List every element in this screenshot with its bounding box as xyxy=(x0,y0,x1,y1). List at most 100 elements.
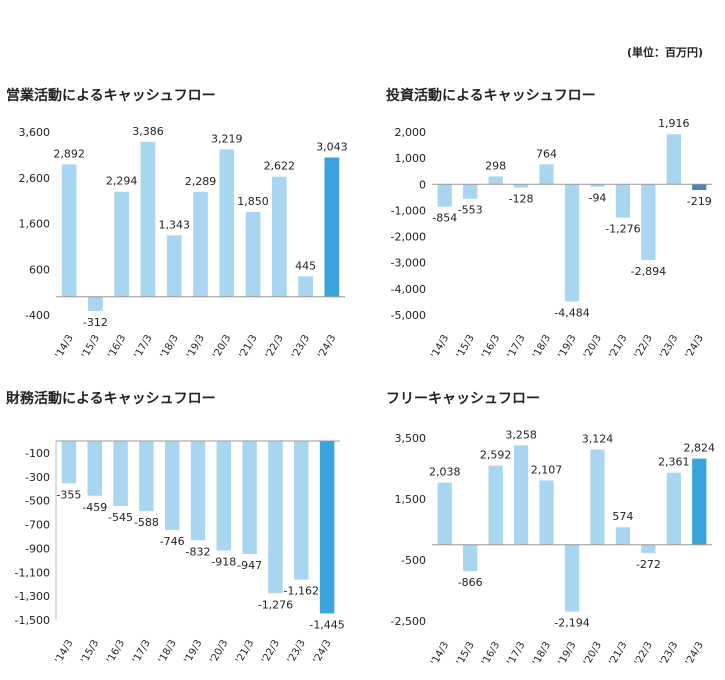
data-label: -854 xyxy=(432,212,457,225)
x-tick-label: '16/3 xyxy=(480,333,502,360)
y-tick-label: 0 xyxy=(419,178,426,191)
data-label: 2,622 xyxy=(264,160,296,173)
data-label: -459 xyxy=(82,501,107,514)
y-tick-label: 1,000 xyxy=(395,152,427,165)
data-label: -553 xyxy=(458,204,483,217)
data-label: -4,484 xyxy=(554,307,589,320)
bar xyxy=(294,441,309,580)
y-tick-label: -900 xyxy=(25,542,50,555)
bar xyxy=(242,441,257,555)
bar xyxy=(564,184,580,302)
x-tick-label: '19/3 xyxy=(182,638,204,665)
bar xyxy=(88,296,103,311)
x-tick-label: '21/3 xyxy=(234,638,256,665)
bar xyxy=(193,191,208,297)
bar xyxy=(692,458,707,545)
bar xyxy=(513,184,529,188)
data-label: 574 xyxy=(612,510,633,523)
data-label: 2,824 xyxy=(684,442,716,455)
data-label: 2,294 xyxy=(106,175,138,188)
x-tick-label: '22/3 xyxy=(260,638,282,665)
x-tick-label: '22/3 xyxy=(633,640,655,667)
data-label: -588 xyxy=(134,516,159,529)
data-label: 445 xyxy=(295,259,316,272)
x-tick-label: '15/3 xyxy=(79,638,101,665)
unit-label: (単位：百万円) xyxy=(626,46,703,59)
x-tick-label: '14/3 xyxy=(429,333,451,360)
data-label: -128 xyxy=(509,193,534,206)
bar xyxy=(692,184,707,191)
bar xyxy=(539,480,554,545)
operating-cf-bar-chart: 3,600 2,600 1,600 600 -400 2,892 -312 2,294 3,38… xyxy=(19,125,348,361)
x-tick-label: '22/3 xyxy=(264,333,286,360)
y-tick-label: -3,000 xyxy=(391,257,426,270)
data-label: 1,916 xyxy=(658,117,690,130)
bar xyxy=(590,184,605,187)
bar xyxy=(190,441,206,541)
data-label: 764 xyxy=(536,147,557,160)
bar xyxy=(216,441,232,551)
data-label: 2,592 xyxy=(480,449,512,462)
x-tick-label: '19/3 xyxy=(556,333,578,360)
data-label: -1,276 xyxy=(258,598,293,611)
bar xyxy=(590,449,605,545)
x-tick-label: '18/3 xyxy=(159,333,181,360)
x-tick-label: '23/3 xyxy=(658,333,680,360)
data-label: 3,386 xyxy=(132,125,164,138)
bar xyxy=(437,184,452,207)
investing-cf-bar-chart: 2,000 1,000 0 -1,000 -2,000 -3,000 -4,000 -5,00… xyxy=(391,117,712,360)
chart-title: フリーキャッシュフロー xyxy=(386,391,540,407)
y-tick-label: 600 xyxy=(29,263,50,276)
x-tick-label: '20/3 xyxy=(208,638,230,665)
data-label: 298 xyxy=(485,159,506,172)
bar xyxy=(298,276,313,297)
x-tick-label: '16/3 xyxy=(480,640,502,667)
data-label: -2,194 xyxy=(554,617,589,630)
x-tick-label: '19/3 xyxy=(556,640,578,667)
y-tick-label: -500 xyxy=(25,495,50,508)
bar xyxy=(61,441,77,484)
bar xyxy=(164,441,180,531)
chart-panel-free-cf: フリーキャッシュフロー 3,500 1,500 -500 -2,500 2,038 -86… xyxy=(380,388,725,678)
data-label: 3,258 xyxy=(505,428,537,441)
x-tick-label: '15/3 xyxy=(80,333,102,360)
x-tick-label: '14/3 xyxy=(429,640,451,667)
x-tick-label: '16/3 xyxy=(105,638,127,665)
data-label: 1,850 xyxy=(237,195,269,208)
y-tick-label: -500 xyxy=(401,554,426,567)
x-tick-label: '21/3 xyxy=(607,333,629,360)
y-tick-label: -1,300 xyxy=(15,590,50,603)
bar xyxy=(319,441,335,614)
data-label: -355 xyxy=(56,488,81,501)
x-tick-label: '17/3 xyxy=(132,333,154,360)
x-tick-label: '17/3 xyxy=(506,640,528,667)
y-tick-label: 2,600 xyxy=(19,172,51,185)
data-label: -1,162 xyxy=(284,585,319,598)
y-tick-label: -4,000 xyxy=(391,283,426,296)
data-label: 3,219 xyxy=(211,132,243,145)
x-tick-label: '18/3 xyxy=(531,333,553,360)
y-tick-label: -1,100 xyxy=(15,566,50,579)
data-label: -272 xyxy=(636,558,661,571)
data-label: -545 xyxy=(108,511,133,524)
data-label: -866 xyxy=(458,576,483,589)
y-tick-label: -2,000 xyxy=(391,231,426,244)
data-label: -1,445 xyxy=(309,618,344,631)
x-tick-label: '14/3 xyxy=(53,638,75,665)
x-tick-label: '24/3 xyxy=(312,638,334,665)
data-label: -947 xyxy=(237,559,262,572)
x-tick-label: '24/3 xyxy=(684,333,706,360)
chart-panel-operating-cf: 営業活動によるキャッシュフロー 3,600 2,600 1,600 600 -400 2,… xyxy=(0,85,362,375)
x-tick-label: '24/3 xyxy=(684,640,706,667)
y-tick-label: -1,000 xyxy=(391,204,426,217)
x-tick-label: '17/3 xyxy=(506,333,528,360)
x-tick-label: '21/3 xyxy=(607,640,629,667)
x-tick-label: '24/3 xyxy=(316,333,338,360)
bar xyxy=(513,445,529,545)
y-tick-label: -1,500 xyxy=(15,614,50,627)
data-label: -746 xyxy=(160,535,185,548)
bar xyxy=(219,149,235,297)
x-tick-label: '17/3 xyxy=(131,638,153,665)
bar xyxy=(271,176,287,297)
data-label: 3,124 xyxy=(582,432,614,445)
